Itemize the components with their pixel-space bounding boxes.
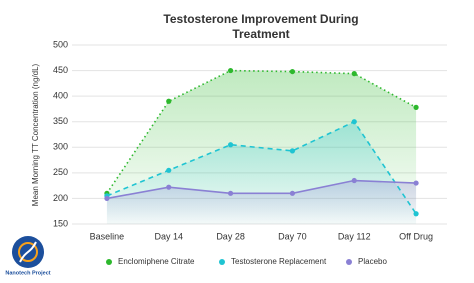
y-axis-label: Mean Morning TT Concentration (ng/dL)	[31, 63, 40, 206]
logo-text: Nanotech Project	[5, 270, 50, 276]
marker	[351, 177, 357, 184]
marker	[413, 104, 419, 110]
y-tick-label: 350	[53, 116, 68, 126]
x-tick-label: Day 14	[154, 231, 183, 241]
legend-label: Testosterone Replacement	[231, 257, 327, 266]
logo-helix	[19, 241, 37, 263]
series-line	[106, 120, 417, 215]
legend-label: Placebo	[358, 257, 387, 266]
marker	[289, 148, 296, 154]
marker	[166, 184, 172, 190]
x-tick-label: Day 112	[338, 231, 371, 241]
x-tick-label: Day 28	[216, 231, 245, 241]
legend-label: Enclomiphene Citrate	[118, 257, 195, 266]
marker	[289, 190, 296, 196]
marker	[227, 67, 234, 74]
marker	[289, 68, 296, 75]
marker	[166, 98, 172, 104]
x-tick-label: Day 70	[278, 231, 307, 241]
y-tick-label: 150	[53, 218, 68, 228]
series-line	[106, 179, 417, 200]
y-tick-label: 300	[53, 142, 68, 152]
legend-marker	[106, 259, 112, 265]
y-tick-label: 400	[53, 91, 68, 101]
marker	[413, 211, 419, 217]
marker	[351, 119, 357, 125]
x-tick-label: Off Drug	[399, 231, 433, 241]
series-line	[106, 69, 417, 194]
marker	[227, 142, 234, 148]
logo: Nanotech Project	[5, 236, 51, 276]
y-tick-label: 500	[53, 39, 68, 49]
y-tick-label: 450	[53, 65, 68, 75]
marker	[351, 71, 357, 77]
legend-marker	[346, 259, 352, 265]
chart-title: Testosterone Improvement During Treatmen…	[163, 12, 359, 41]
marker	[166, 167, 172, 173]
marker	[227, 190, 234, 196]
y-tick-label: 250	[53, 167, 68, 177]
x-tick-label: Baseline	[90, 231, 125, 241]
logo-ring	[18, 242, 38, 262]
marker	[104, 195, 110, 202]
area-fill	[106, 180, 417, 224]
legend-marker	[219, 259, 225, 265]
y-tick-label: 200	[53, 193, 68, 203]
marker	[413, 180, 419, 186]
